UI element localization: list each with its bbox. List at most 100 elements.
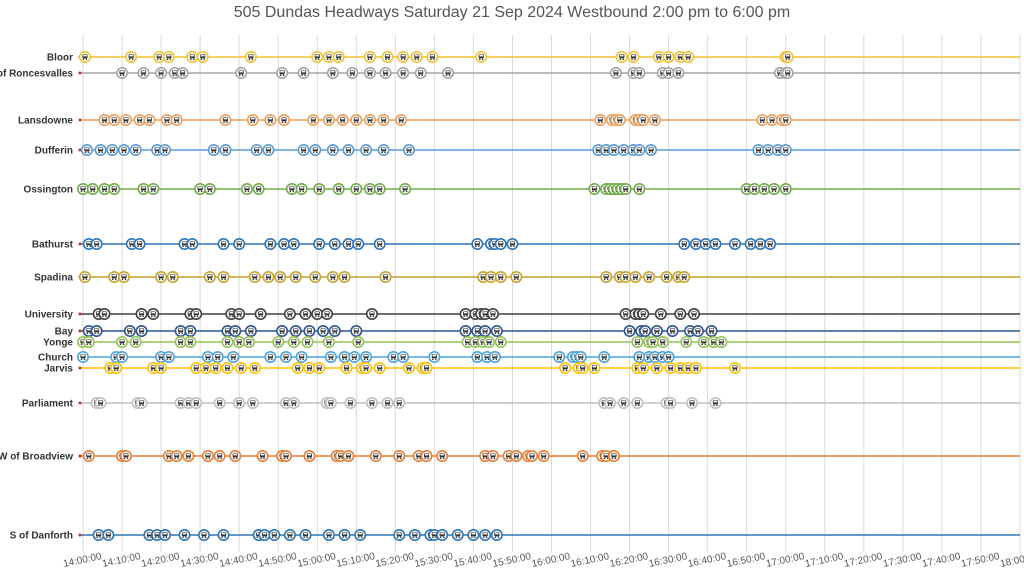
vehicle-marker [203, 183, 216, 195]
vehicle-marker [326, 67, 339, 79]
vehicle-marker [186, 51, 199, 63]
x-tick-label: 14:00:00 [62, 551, 103, 570]
vehicle-marker [377, 114, 390, 126]
x-tick-label: 14:20:00 [140, 551, 181, 570]
vehicle-marker [490, 325, 503, 337]
vehicle-marker [576, 450, 589, 462]
vehicle-marker [98, 183, 111, 195]
vehicle-marker [451, 529, 464, 541]
vehicle-marker [664, 397, 677, 409]
vehicle-marker [262, 271, 275, 283]
vehicle-marker [408, 529, 421, 541]
stop-label: Bay [55, 327, 74, 338]
vehicle-marker [506, 238, 519, 250]
vehicle-marker [576, 362, 589, 374]
vehicle-marker [309, 144, 322, 156]
vehicle-marker [82, 450, 95, 462]
vehicle-marker [182, 450, 195, 462]
vehicle-marker [262, 144, 275, 156]
vehicle-marker [779, 114, 792, 126]
vehicle-marker [295, 351, 308, 363]
vehicle-marker [442, 67, 455, 79]
vehicle-marker [350, 114, 363, 126]
vehicle-marker [217, 271, 230, 283]
vehicle-marker [209, 362, 222, 374]
vehicle-marker [365, 308, 378, 320]
vehicle-marker [221, 362, 234, 374]
vehicle-marker [709, 397, 722, 409]
vehicle-marker [686, 397, 699, 409]
x-tick-label: 15:10:00 [336, 551, 377, 570]
vehicle-marker [326, 144, 339, 156]
vehicle-marker [98, 114, 111, 126]
vehicle-marker [379, 67, 392, 79]
vehicle-marker [689, 362, 702, 374]
vehicle-marker [609, 67, 622, 79]
vehicle-marker [303, 362, 316, 374]
vehicle-marker [229, 325, 242, 337]
vehicle-marker [246, 397, 259, 409]
vehicle-marker [137, 67, 150, 79]
stop-label: Yonge [43, 338, 73, 349]
vehicle-marker [338, 351, 351, 363]
x-tick-label: 17:50:00 [960, 551, 1001, 570]
vehicle-marker [155, 67, 168, 79]
vehicle-marker [682, 51, 695, 63]
vehicle-marker [240, 183, 253, 195]
vehicle-marker [248, 362, 261, 374]
vehicle-marker [194, 183, 207, 195]
vehicle-marker [629, 271, 642, 283]
vehicle-marker [369, 450, 382, 462]
vehicle-marker [410, 51, 423, 63]
vehicle-marker [648, 351, 661, 363]
vehicle-marker [264, 238, 277, 250]
vehicle-marker [637, 308, 650, 320]
vehicle-marker [147, 308, 160, 320]
vehicle-markers [77, 51, 794, 541]
vehicle-marker [393, 450, 406, 462]
vehicle-marker [342, 144, 355, 156]
vehicle-marker [631, 397, 644, 409]
stop-label: Dufferin [35, 146, 73, 157]
vehicle-marker [363, 183, 376, 195]
stop-label: Ossington [24, 185, 73, 196]
vehicle-marker [285, 183, 298, 195]
vehicle-marker [363, 114, 376, 126]
vehicle-marker [483, 336, 496, 348]
vehicle-marker [574, 351, 587, 363]
vehicle-marker [633, 351, 646, 363]
vehicle-marker [235, 362, 248, 374]
vehicle-marker [377, 144, 390, 156]
vehicle-marker [666, 325, 679, 337]
vehicle-marker [436, 529, 449, 541]
vehicle-marker [244, 51, 257, 63]
x-tick-label: 14:50:00 [258, 551, 299, 570]
vehicle-marker [637, 362, 650, 374]
vehicle-marker [479, 325, 492, 337]
vehicle-marker [559, 362, 572, 374]
vehicle-marker [352, 238, 365, 250]
vehicle-marker [235, 67, 248, 79]
vehicle-marker [459, 325, 472, 337]
vehicle-marker [768, 183, 781, 195]
vehicle-marker [227, 351, 240, 363]
vehicle-marker [617, 397, 630, 409]
vehicle-marker [264, 351, 277, 363]
vehicle-marker [402, 362, 415, 374]
vehicle-marker [213, 450, 226, 462]
vehicle-marker [650, 325, 663, 337]
vehicle-marker [645, 144, 658, 156]
vehicle-marker [619, 271, 632, 283]
vehicle-marker [688, 308, 701, 320]
vehicle-marker [125, 51, 138, 63]
vehicle-marker [350, 183, 363, 195]
vehicle-marker [313, 362, 326, 374]
vehicle-marker [328, 238, 341, 250]
stop-origin-dot [78, 148, 82, 152]
vehicle-marker [672, 67, 685, 79]
vehicle-marker [106, 144, 119, 156]
vehicle-marker [617, 144, 630, 156]
vehicle-marker [674, 308, 687, 320]
vehicle-marker [309, 271, 322, 283]
vehicle-marker [196, 51, 209, 63]
